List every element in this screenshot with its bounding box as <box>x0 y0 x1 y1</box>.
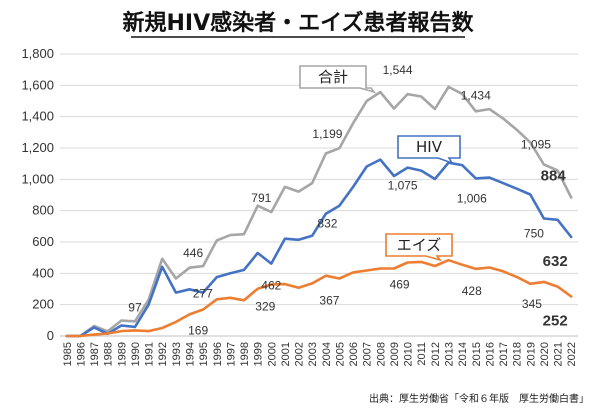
x-tick-label: 1990 <box>130 342 142 366</box>
x-tick-label: 1993 <box>171 342 183 366</box>
x-tick-label: 1998 <box>239 342 251 366</box>
data-label: 428 <box>462 284 482 298</box>
y-tick-label: 0 <box>47 328 54 343</box>
y-tick-label: 200 <box>32 297 54 312</box>
x-tick-label: 2019 <box>525 342 537 366</box>
x-tick-label: 2017 <box>498 342 510 366</box>
x-tick-label: 1988 <box>103 342 115 366</box>
x-tick-label: 2015 <box>471 342 483 366</box>
x-tick-label: 2021 <box>553 342 565 366</box>
x-tick-label: 2009 <box>389 342 401 366</box>
x-tick-label: 2004 <box>321 342 333 366</box>
data-label: 750 <box>524 227 544 241</box>
data-label: 1,544 <box>383 63 413 77</box>
x-tick-label: 2018 <box>512 342 524 366</box>
x-tick-label: 1991 <box>144 342 156 366</box>
x-tick-label: 1999 <box>253 342 265 366</box>
callout-label: エイズ <box>397 236 442 254</box>
callouts: 合計 HIV エイズ <box>299 65 461 262</box>
y-tick-label: 1,000 <box>21 171 54 186</box>
data-label: 252 <box>543 313 568 330</box>
x-tick-label: 2007 <box>362 342 374 366</box>
x-tick-label: 2012 <box>430 342 442 366</box>
data-labels: 97 446 791 1,199 1,544 1,434 1,095 884 462 832 1,0… <box>128 63 567 337</box>
y-tick-label: 800 <box>32 203 54 218</box>
y-tick-label: 400 <box>32 265 54 280</box>
x-tick-label: 2010 <box>403 342 415 366</box>
data-label: 97 <box>128 300 142 314</box>
callout-hiv: HIV <box>397 135 461 165</box>
y-tick-label: 1,200 <box>21 140 54 155</box>
source-note: 出典：厚生労働省「令和６年版 厚生労働白書」 <box>369 392 589 405</box>
axes: 0 200 400 600 800 1,000 1,200 1,400 1,600 1,800 19… <box>21 46 578 366</box>
x-tick-label: 2016 <box>484 342 496 366</box>
callout-box <box>385 233 453 262</box>
data-label: 791 <box>251 191 271 205</box>
callout-box <box>299 65 377 94</box>
series-lines <box>65 85 573 338</box>
data-label: 1,006 <box>457 191 487 205</box>
data-label: 367 <box>319 294 339 308</box>
x-tick-label: 1987 <box>89 342 101 366</box>
callout-aids: エイズ <box>385 233 453 262</box>
x-tick-label: 2000 <box>266 342 278 366</box>
x-tick-label: 2003 <box>307 342 319 366</box>
callout-box <box>397 135 461 165</box>
data-label: 462 <box>261 279 281 293</box>
x-tick-label: 1989 <box>116 342 128 366</box>
series-line-total <box>65 85 573 338</box>
x-tick-label: 1985 <box>62 342 74 366</box>
data-label: 832 <box>317 217 337 231</box>
x-tick-label: 2014 <box>457 342 469 366</box>
callout-label: HIV <box>416 138 443 156</box>
x-tick-label: 1996 <box>212 342 224 366</box>
data-label: 1,075 <box>388 179 418 193</box>
x-tick-label: 2002 <box>294 342 306 366</box>
x-tick-label: 2008 <box>375 342 387 366</box>
y-tick-label: 600 <box>32 234 54 249</box>
data-label: 329 <box>255 299 275 313</box>
x-tick-label: 2020 <box>539 342 551 366</box>
y-tick-label: 1,600 <box>21 77 54 92</box>
x-tick-label: 2005 <box>334 342 346 366</box>
x-tick-label: 1995 <box>198 342 210 366</box>
x-tick-label: 2001 <box>280 342 292 366</box>
y-tick-label: 1,800 <box>21 46 54 61</box>
data-label: 632 <box>543 253 568 270</box>
data-label: 446 <box>183 246 203 260</box>
x-tick-label: 1986 <box>75 342 87 366</box>
callout-label: 合計 <box>318 68 348 86</box>
data-label: 1,434 <box>461 88 491 102</box>
y-tick-label: 1,400 <box>21 109 54 124</box>
x-tick-label: 2011 <box>416 342 428 366</box>
chart-title: 新規HIV感染者・エイズ患者報告数 <box>123 10 475 36</box>
x-tick-label: 2013 <box>444 342 456 366</box>
data-label: 469 <box>390 278 410 292</box>
data-label: 345 <box>522 297 542 311</box>
x-tick-label: 2006 <box>348 342 360 366</box>
data-label: 169 <box>188 324 208 338</box>
data-label: 277 <box>193 286 213 300</box>
x-tick-label: 1994 <box>185 342 197 366</box>
data-label: 1,095 <box>521 137 551 151</box>
series-line-aids <box>65 258 573 338</box>
data-label: 884 <box>541 168 567 185</box>
x-tick-label: 2022 <box>566 342 578 366</box>
series-line-hiv <box>65 158 573 338</box>
callout-total: 合計 <box>299 65 377 94</box>
x-tick-label: 1992 <box>157 342 169 366</box>
data-label: 1,199 <box>312 127 342 141</box>
x-tick-label: 1997 <box>225 342 237 366</box>
